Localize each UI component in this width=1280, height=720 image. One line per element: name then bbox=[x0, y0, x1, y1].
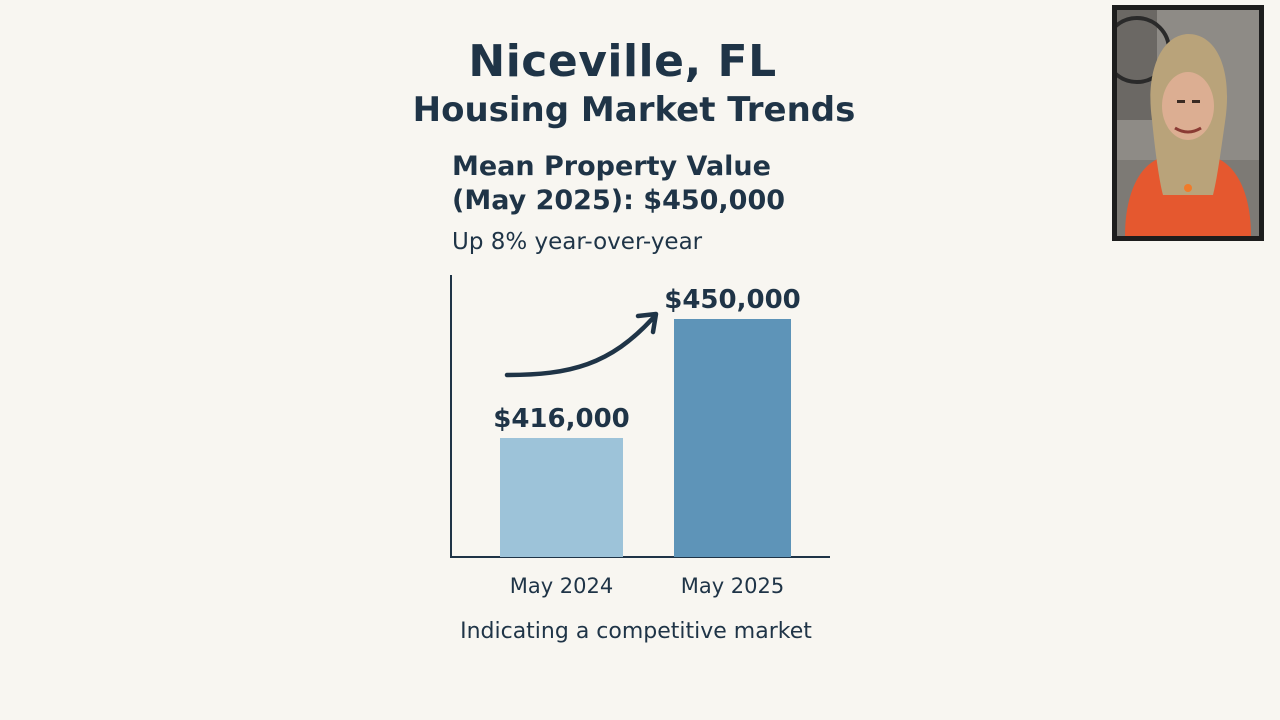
presenter-video-thumbnail bbox=[1112, 5, 1264, 241]
mean-value-statement: Mean Property Value (May 2025): $450,000 bbox=[452, 150, 785, 218]
presenter-webcam-icon bbox=[1117, 10, 1259, 236]
bar-chart: $416,000 May 2024 $450,000 May 2025 bbox=[450, 275, 830, 598]
bar-may-2024 bbox=[500, 438, 623, 557]
mean-value-label: Mean Property Value bbox=[452, 151, 771, 182]
slide-subtitle: Housing Market Trends bbox=[412, 90, 856, 130]
trend-arrow bbox=[504, 315, 656, 378]
chart-caption: Indicating a competitive market bbox=[460, 619, 812, 644]
growth-statement: Up 8% year-over-year bbox=[452, 229, 703, 255]
x-tick-label: May 2025 bbox=[681, 574, 785, 598]
trend-arrowhead bbox=[635, 311, 659, 335]
bar-may-2025 bbox=[674, 319, 791, 557]
data-label: $416,000 bbox=[493, 404, 630, 434]
slide-title: Niceville, FL bbox=[468, 36, 777, 87]
x-tick-label: May 2024 bbox=[510, 574, 614, 598]
mean-value-amount: (May 2025): $450,000 bbox=[452, 185, 786, 216]
data-label: $450,000 bbox=[664, 285, 801, 315]
